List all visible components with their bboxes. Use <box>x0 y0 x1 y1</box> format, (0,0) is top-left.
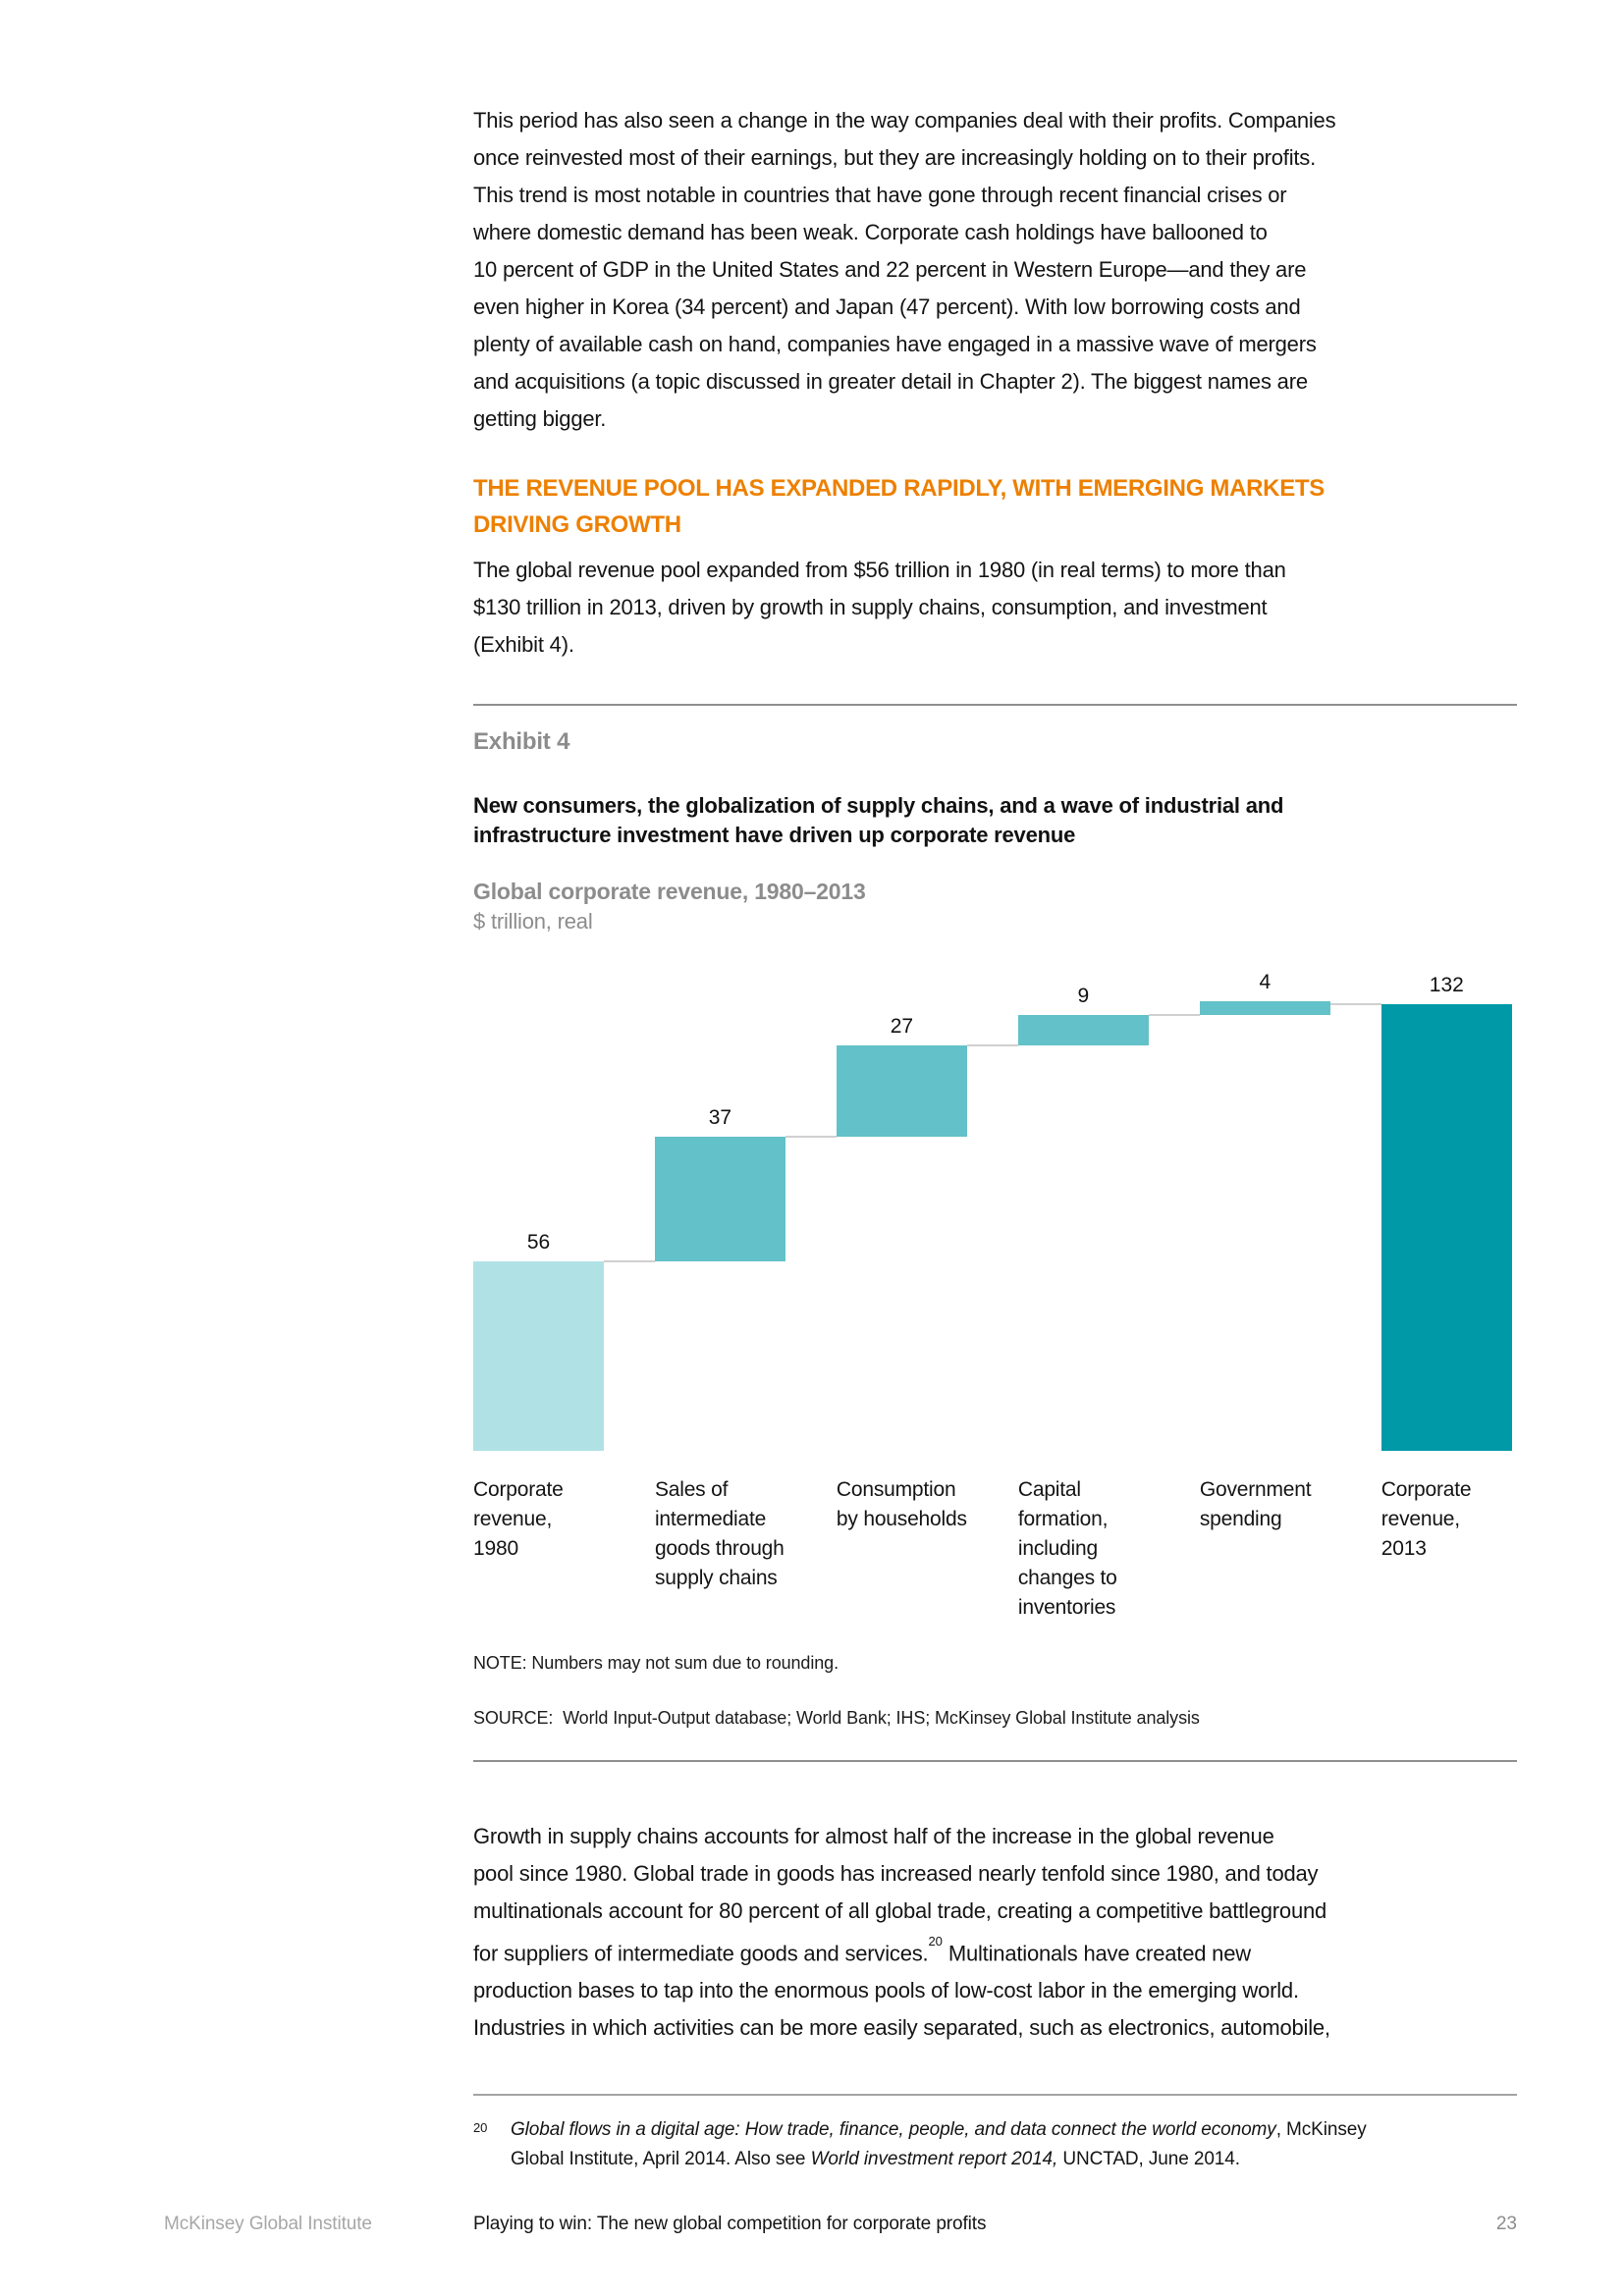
footnote-number: 20 <box>473 2120 488 2135</box>
footnote-plain-text: UNCTAD, June 2014. <box>1057 2149 1240 2169</box>
chart-connector <box>785 1135 837 1138</box>
chart-connector <box>1148 1013 1200 1016</box>
chart-bar-3 <box>836 1044 967 1137</box>
chart-category-label: Government spending <box>1199 1478 1312 1530</box>
chart-category-labels: Corporate revenue, 1980 Sales of intermed… <box>473 1475 1517 1632</box>
chart-bar-5 <box>1199 1001 1330 1015</box>
paragraph-supply-chains-continued: Multinationals have created new producti… <box>473 1941 1330 2041</box>
chart-note: NOTE: Numbers may not sum due to roundin… <box>473 1653 839 1673</box>
chart-value-label: 4 <box>1259 971 1272 993</box>
chart-connector <box>603 1260 655 1263</box>
chart-title: Global corporate revenue, 1980–2013 <box>473 879 866 904</box>
exhibit-title: New consumers, the globalization of supp… <box>473 793 1284 847</box>
chart-value-label: 27 <box>890 1014 914 1038</box>
chart-connector <box>1329 1003 1381 1006</box>
paragraph-supply-chains-text: Growth in supply chains accounts for alm… <box>473 1824 1327 1966</box>
footnote-plain-text: , McKinsey Global Institute, April 2014.… <box>511 2119 1367 2169</box>
footer-brand: McKinsey Global Institute <box>164 2214 372 2234</box>
footnote-20: 20 Global flows in a digital age: How tr… <box>473 2115 1517 2174</box>
chart-bar-4 <box>1017 1014 1149 1045</box>
exhibit-top-divider <box>473 704 1517 706</box>
footnote-reference-20: 20 <box>928 1934 943 1949</box>
exhibit-label: Exhibit 4 <box>473 728 570 755</box>
chart-category-label: Corporate revenue, 2013 <box>1380 1478 1472 1560</box>
section-heading: THE REVENUE POOL HAS EXPANDED RAPIDLY, W… <box>473 475 1325 538</box>
paragraph-revenue-pool: The global revenue pool expanded from $5… <box>473 558 1286 657</box>
chart-bar-6 <box>1380 1004 1512 1451</box>
chart-value-label: 56 <box>526 1231 551 1255</box>
footer-report-title: Playing to win: The new global competiti… <box>473 2214 987 2234</box>
footnote-text: Global flows in a digital age: How trade… <box>511 2119 1367 2169</box>
chart-bar-1 <box>473 1261 604 1451</box>
footnote-divider <box>473 2094 1517 2096</box>
chart-value-label: 37 <box>708 1105 732 1129</box>
chart-connector <box>966 1043 1018 1046</box>
footnote-cited-title: Global flows in a digital age: How trade… <box>511 2119 1276 2140</box>
paragraph-supply-chains: Growth in supply chains accounts for alm… <box>473 1818 1517 2047</box>
chart-unit-label: $ trillion, real <box>473 909 593 934</box>
exhibit-bottom-divider <box>473 1760 1517 1762</box>
chart-category-label: Consumption by households <box>836 1478 967 1530</box>
footer-page-number: 23 <box>1495 2214 1517 2234</box>
chart-category-label: Capital formation, including changes to … <box>1017 1478 1117 1619</box>
chart-source: SOURCE: World Input-Output database; Wor… <box>473 1708 1200 1728</box>
chart-value-label: 132 <box>1429 974 1464 997</box>
chart-bar-2 <box>654 1136 785 1262</box>
chart-value-label: 9 <box>1077 984 1090 1007</box>
chart-category-label: Sales of intermediate goods through supp… <box>654 1478 785 1589</box>
chart-category-label: Corporate revenue, 1980 <box>473 1478 564 1560</box>
paragraph-company-profits: This period has also seen a change in th… <box>473 108 1336 431</box>
footnote-cited-title: World investment report 2014, <box>810 2149 1058 2169</box>
waterfall-chart: 56 37 27 9 4 132 <box>473 972 1517 1451</box>
